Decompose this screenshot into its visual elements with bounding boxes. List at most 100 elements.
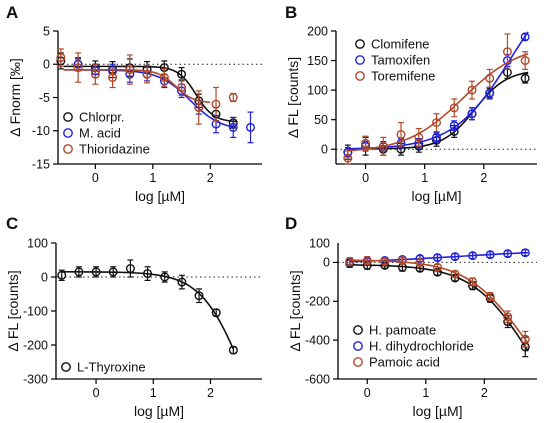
data-point [90, 69, 100, 79]
legend-label: H. dihydrochloride [369, 339, 474, 354]
data-point [143, 269, 153, 279]
x-axis-title: log [µM] [412, 403, 462, 419]
data-point [211, 99, 221, 109]
data-point [142, 69, 152, 79]
data-point [485, 73, 495, 83]
y-tick-label: 0 [321, 143, 328, 157]
data-point [520, 73, 530, 83]
y-axis-title: Δ FL [counts] [5, 270, 21, 351]
fit-curve [61, 271, 235, 350]
data-point [502, 47, 512, 57]
fit-curve [349, 264, 529, 352]
data-point [378, 141, 388, 151]
y-tick-label: 150 [307, 54, 328, 68]
x-tick-label: 2 [207, 386, 214, 400]
data-point [485, 88, 495, 98]
y-tick-label: -10 [32, 124, 50, 138]
data-point [56, 53, 66, 63]
data-point [415, 257, 425, 267]
data-point [397, 255, 407, 265]
legend-marker [355, 55, 365, 65]
data-point [91, 267, 101, 277]
data-point [520, 334, 530, 344]
x-tick-label: 0 [364, 386, 371, 400]
series-l-thyroxine [57, 259, 238, 355]
data-point [396, 129, 406, 139]
data-point [361, 138, 371, 148]
y-tick-label: 100 [27, 236, 48, 250]
data-point [74, 267, 84, 277]
data-point [433, 253, 443, 263]
legend-marker [353, 357, 363, 367]
y-tick-label: 0 [323, 256, 330, 270]
y-tick-label: 50 [314, 113, 328, 127]
y-tick-label: 5 [43, 24, 50, 38]
data-point [520, 32, 530, 42]
data-point [362, 255, 372, 265]
data-point [503, 312, 513, 322]
data-point [520, 56, 530, 66]
data-point [520, 248, 530, 258]
data-point [450, 269, 460, 279]
panel-d: D 0 -200 -400 -600 100 0 1 2 log [µM] Δ FL [counts… [285, 214, 537, 419]
data-point [160, 272, 170, 282]
data-point [467, 109, 477, 119]
x-tick-label: 1 [149, 171, 156, 185]
legend-label: Toremifene [371, 69, 435, 84]
data-point [177, 277, 187, 287]
data-point [485, 250, 495, 260]
legend-marker [355, 71, 365, 81]
data-point [246, 122, 256, 132]
legend-label: L-Thyroxine [77, 360, 146, 375]
fit-curve [349, 259, 529, 344]
x-tick-label: 1 [422, 386, 429, 400]
legend-marker [63, 112, 73, 122]
data-point [467, 85, 477, 95]
x-tick-label: 1 [421, 171, 428, 185]
y-tick-label: -200 [23, 338, 48, 352]
y-tick-label: -300 [23, 372, 48, 386]
data-point [57, 270, 67, 280]
legend-label: Pamoic acid [369, 355, 440, 370]
data-point [414, 132, 424, 142]
panel-c: C 100 0 -100 -200 -300 0 1 2 log [µM] Δ FL [counts… [5, 214, 262, 419]
data-point [125, 264, 135, 274]
data-point [108, 267, 118, 277]
y-axis-title: Δ FL [counts] [287, 270, 303, 351]
series-pamoic-acid [345, 255, 530, 348]
y-axis-title: Δ Fnorm [‰] [7, 58, 23, 137]
data-point [228, 345, 238, 355]
data-point [228, 122, 238, 132]
legend-marker [353, 325, 363, 335]
x-axis-title: log [µM] [411, 188, 461, 204]
series-thioridazine [56, 48, 238, 125]
x-axis-title: log [µM] [135, 188, 185, 204]
y-tick-label: -100 [23, 304, 48, 318]
x-tick-label: 2 [481, 386, 488, 400]
legend-label: M. acid [79, 126, 121, 141]
legend-label: Thioridazine [79, 142, 150, 157]
legend-marker [63, 144, 73, 154]
data-point [380, 256, 390, 266]
y-tick-label: 200 [307, 24, 328, 38]
y-tick-label: -200 [305, 295, 330, 309]
data-point [73, 63, 83, 73]
y-tick-label: 0 [41, 270, 48, 284]
y-tick-label: -5 [39, 91, 50, 105]
legend-label: Tamoxifen [371, 53, 430, 68]
y-tick-label: 100 [309, 236, 330, 250]
panel-a: A 5 0 -5 -10 -15 0 1 2 log [µM] Δ Fnorm [‰] Chlorpr… [6, 3, 262, 204]
x-tick-label: 2 [207, 171, 214, 185]
legend-marker [355, 39, 365, 49]
legend-label: H. pamoate [369, 323, 436, 338]
legend-marker [61, 362, 71, 372]
data-point [211, 308, 221, 318]
y-tick-label: -400 [305, 333, 330, 347]
data-point [433, 262, 443, 272]
data-point [468, 277, 478, 287]
panel-letter: A [6, 3, 18, 22]
legend-marker [353, 341, 363, 351]
legend-label: Clomifene [371, 37, 430, 52]
y-tick-label: -15 [32, 157, 50, 171]
